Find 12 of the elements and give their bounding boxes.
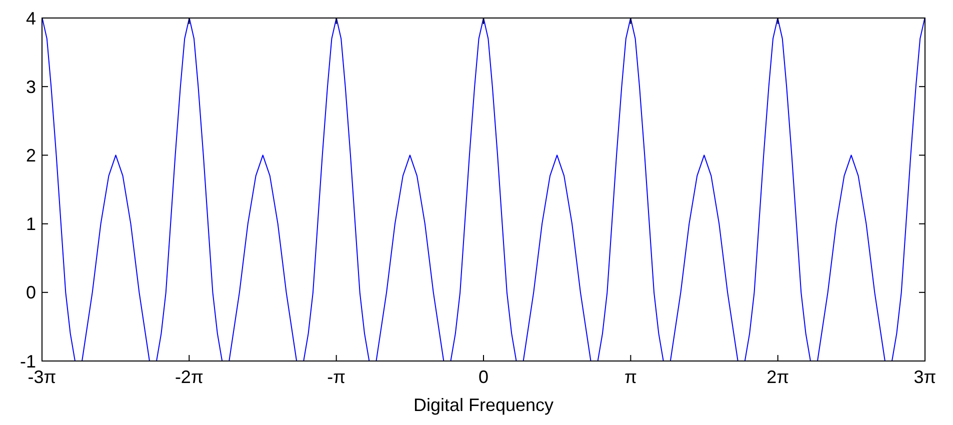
x-tick-label: 0 (478, 367, 489, 387)
x-tick-label: -π (327, 367, 346, 387)
y-tick-label: 2 (26, 146, 36, 166)
x-tick-label: 3π (914, 367, 936, 387)
y-tick-label: 0 (26, 282, 36, 303)
y-tick-label: 3 (26, 76, 36, 97)
x-tick-label: π (624, 367, 637, 387)
x-axis-title: Digital Frequency (413, 395, 554, 415)
y-tick-label: 1 (26, 214, 36, 234)
x-tick-label: -2π (174, 367, 204, 387)
y-tick-label: 4 (26, 8, 36, 28)
x-tick-label: 2π (766, 367, 790, 387)
